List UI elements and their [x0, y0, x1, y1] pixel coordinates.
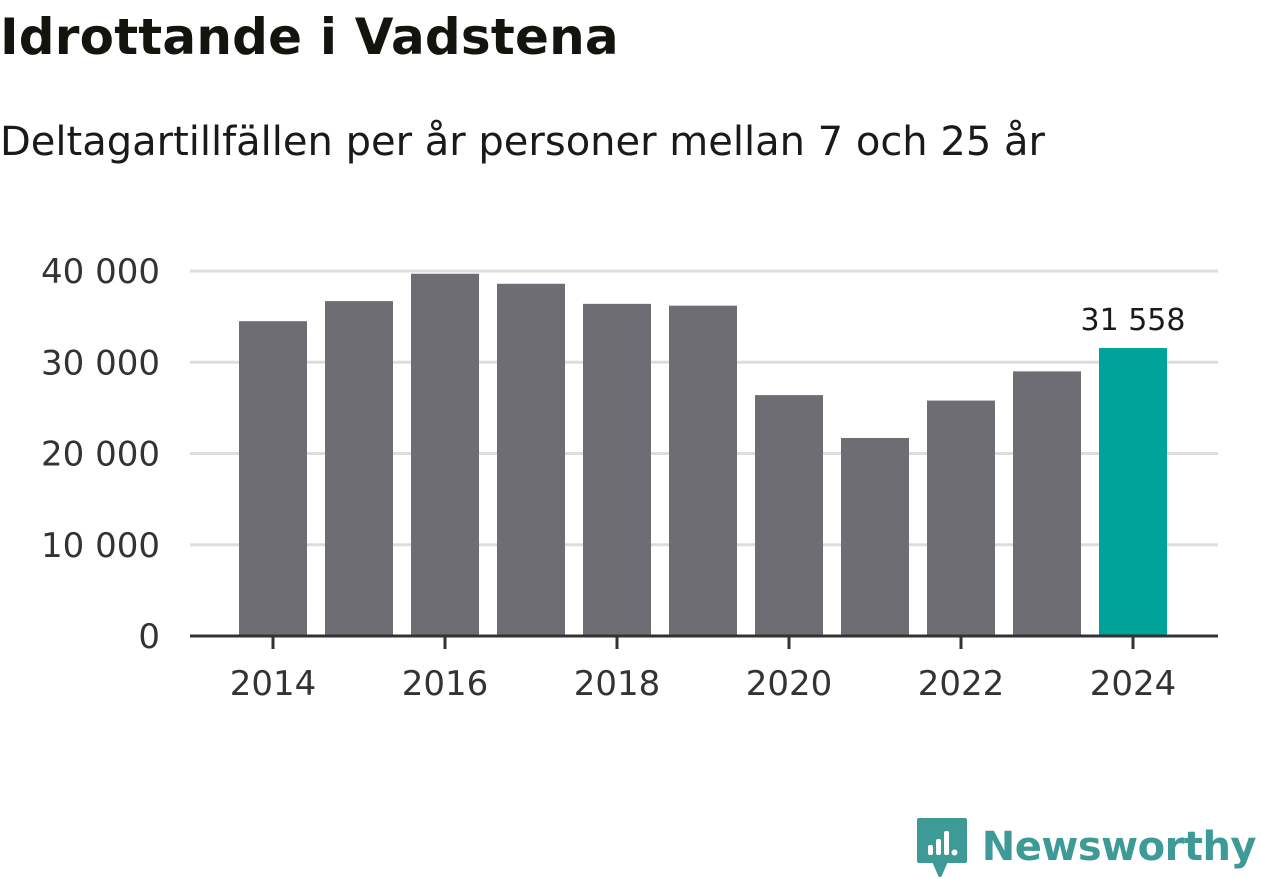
- y-tick-label: 40 000: [41, 252, 160, 292]
- bar-chart: 0 10 000 20 000 30 000 40 000 2014 2016 2018 202…: [41, 252, 1218, 704]
- axes: [190, 634, 1218, 649]
- brand: Newsworthy: [916, 817, 1257, 877]
- bar-2014: [239, 321, 307, 636]
- highlight-value-label: 31 558: [1081, 303, 1186, 338]
- y-tick-label: 10 000: [41, 526, 160, 566]
- x-tick-label: 2024: [1090, 664, 1177, 704]
- x-tick-label: 2020: [746, 664, 833, 704]
- bar-2018: [583, 303, 651, 636]
- bars: [239, 273, 1167, 636]
- bar-2019: [669, 305, 737, 636]
- bar-2021: [841, 437, 909, 636]
- y-tick-label: 0: [138, 617, 160, 657]
- bar-2017: [497, 283, 565, 636]
- bar-2020: [755, 395, 823, 636]
- y-tick-label: 20 000: [41, 435, 160, 475]
- bar-2023: [1013, 371, 1081, 636]
- y-tick-label: 30 000: [41, 343, 160, 383]
- x-tick-label: 2014: [230, 664, 317, 704]
- bar-2024: [1099, 348, 1167, 636]
- x-tick-label: 2022: [918, 664, 1005, 704]
- x-tick-label: 2018: [574, 664, 661, 704]
- bar-2015: [325, 301, 393, 636]
- brand-name: Newsworthy: [981, 824, 1257, 870]
- x-tick-label: 2016: [402, 664, 489, 704]
- bar-2016: [411, 273, 479, 636]
- chart-subtitle: Deltagartillfällen per år personer mella…: [0, 119, 1045, 165]
- bar-2022: [927, 400, 995, 636]
- labels: 0 10 000 20 000 30 000 40 000 2014 2016 2018 202…: [41, 252, 1185, 704]
- newsworthy-logo-icon: [916, 818, 967, 877]
- chart-title: Idrottande i Vadstena: [0, 8, 619, 66]
